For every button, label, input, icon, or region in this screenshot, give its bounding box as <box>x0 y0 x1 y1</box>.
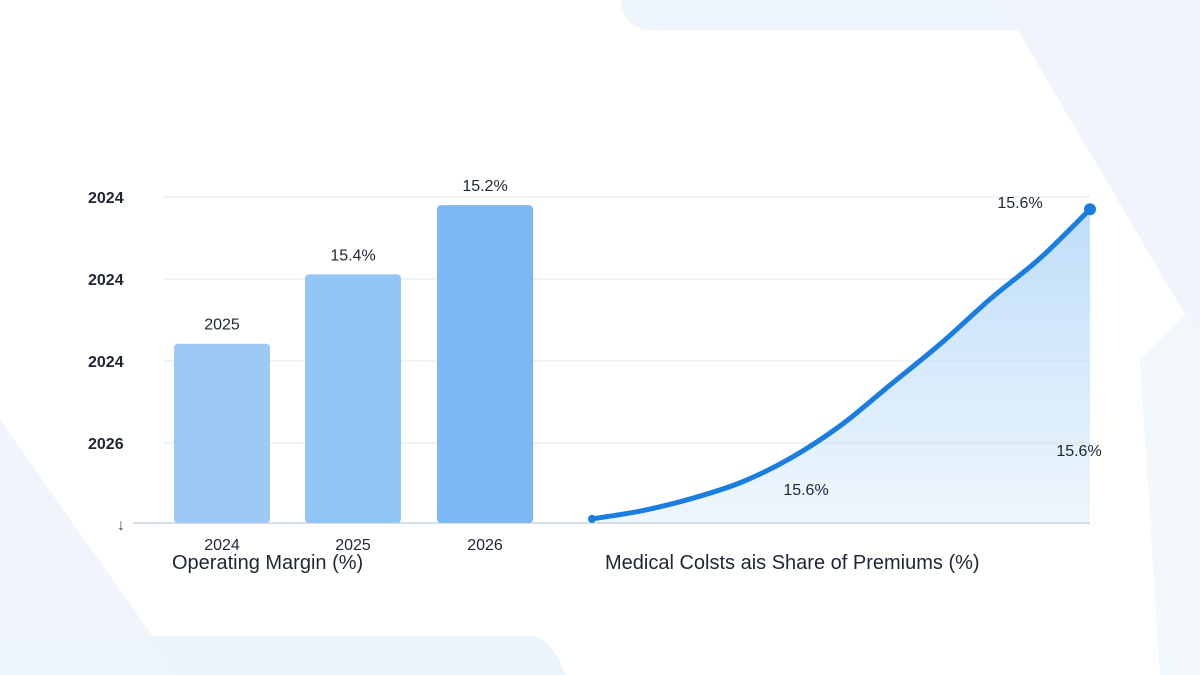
area-fill <box>592 209 1090 523</box>
bar-chart-caption: Operating Margin (%) <box>172 552 363 574</box>
y-tick-label: 2024 <box>88 354 124 371</box>
bar-data-label: 2025 <box>204 317 240 334</box>
area-data-label: 15.6% <box>783 482 828 499</box>
bg-band-right <box>1000 0 1200 340</box>
bar-2025 <box>305 274 401 523</box>
axis-arrow-icon: ↓ <box>117 517 125 534</box>
bg-band-right-low <box>1140 300 1200 675</box>
bars-layer <box>174 205 533 523</box>
y-axis-ticks: 2024 2024 2024 2026 <box>88 190 124 453</box>
x-category-label: 2026 <box>467 537 503 554</box>
area-layer <box>588 203 1096 523</box>
x-category-label: 2024 <box>204 537 240 554</box>
bar-data-label: 15.4% <box>330 247 375 264</box>
area-chart-caption: Medical Colsts ais Share of Premiums (%) <box>605 552 980 574</box>
line-end-point <box>1084 203 1096 216</box>
x-category-label: 2025 <box>335 537 371 554</box>
line-start-point <box>588 514 596 523</box>
series-line <box>589 206 1093 522</box>
area-data-label: 15.6% <box>997 195 1042 212</box>
bg-band-left <box>0 420 180 675</box>
y-tick-label: 2026 <box>88 436 124 453</box>
bar-data-label: 15.2% <box>462 178 507 195</box>
area-data-label: 15.6% <box>1056 443 1101 460</box>
bar-2026 <box>437 205 533 523</box>
y-tick-label: 2024 <box>88 190 124 207</box>
labels-layer: 2025 2024 15.4% 2025 15.2% 2026 15.6% 15.6% 15.6… <box>204 178 1101 554</box>
bar-2024 <box>174 343 270 523</box>
y-tick-label: 2024 <box>88 272 124 289</box>
